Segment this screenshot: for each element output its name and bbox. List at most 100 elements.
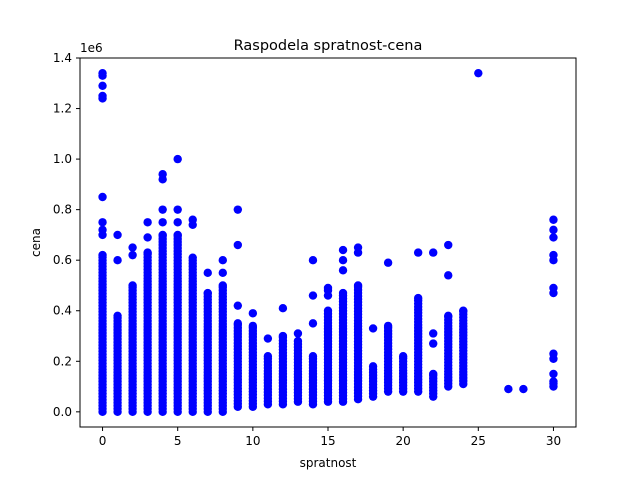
x-tick-label: 25 <box>471 434 486 448</box>
data-point <box>549 283 558 293</box>
data-point <box>173 230 182 240</box>
data-point <box>98 250 107 260</box>
data-point <box>293 329 303 338</box>
x-tick-label: 20 <box>396 434 411 448</box>
data-point <box>549 215 558 224</box>
data-point <box>338 245 348 255</box>
data-point <box>113 311 122 320</box>
data-point <box>158 230 167 240</box>
data-point <box>278 331 288 341</box>
data-point <box>98 225 107 235</box>
data-point <box>413 293 423 303</box>
data-point <box>549 233 558 242</box>
data-point <box>233 319 243 328</box>
data-point <box>353 243 363 252</box>
data-point <box>98 192 107 202</box>
y-tick-label: 1.2 <box>53 102 72 116</box>
y-axis-offset-label: 1e6 <box>80 41 103 55</box>
data-point <box>188 215 197 224</box>
data-point <box>353 281 363 290</box>
data-point <box>429 339 438 348</box>
data-point <box>143 218 152 227</box>
y-axis-ticks: 0.0 0.2 0.4 0.6 0.8 1.0 1.2 1.4 <box>53 51 80 419</box>
data-point <box>218 255 227 265</box>
y-tick-label: 0.2 <box>53 354 72 368</box>
data-point <box>98 81 107 91</box>
data-point <box>203 268 212 278</box>
data-point <box>218 268 227 278</box>
data-point <box>143 248 152 257</box>
data-points <box>98 68 558 417</box>
chart-title: Raspodela spratnost-cena <box>234 38 423 54</box>
data-point <box>549 250 558 260</box>
data-point <box>338 288 348 298</box>
data-point <box>429 329 438 338</box>
y-axis-label: cena <box>29 228 43 257</box>
data-point <box>293 336 303 346</box>
data-point <box>98 218 107 227</box>
data-point <box>549 225 558 235</box>
data-point <box>459 306 468 315</box>
data-point <box>188 253 197 262</box>
data-point <box>323 306 333 315</box>
data-point <box>218 281 227 290</box>
data-point <box>158 205 167 214</box>
data-point <box>158 170 167 179</box>
y-tick-label: 0.0 <box>53 405 72 419</box>
data-point <box>173 154 182 164</box>
data-point <box>429 369 438 379</box>
y-tick-label: 0.4 <box>53 304 72 318</box>
data-point <box>248 321 258 331</box>
x-axis-ticks: 0 5 10 15 20 25 30 <box>99 427 561 448</box>
data-point <box>173 205 182 214</box>
data-point <box>158 218 167 227</box>
x-tick-label: 15 <box>320 434 335 448</box>
data-point <box>308 291 318 300</box>
data-point <box>429 248 438 257</box>
x-tick-label: 10 <box>245 434 260 448</box>
data-point <box>308 319 318 328</box>
data-point <box>233 301 243 310</box>
data-point <box>383 321 393 331</box>
data-point <box>504 384 513 394</box>
data-point <box>474 68 483 78</box>
data-point <box>338 266 348 275</box>
data-point <box>128 250 137 260</box>
data-point <box>263 352 273 361</box>
x-tick-label: 5 <box>174 434 182 448</box>
x-axis-label: spratnost <box>300 456 357 470</box>
data-point <box>203 288 212 298</box>
data-point <box>263 334 273 343</box>
data-point <box>128 243 137 252</box>
data-point <box>233 240 243 250</box>
data-point <box>308 352 318 361</box>
data-point <box>98 91 107 101</box>
plot-area-frame <box>79 57 577 428</box>
data-point <box>444 271 453 280</box>
x-tick-label: 30 <box>546 434 561 448</box>
data-point <box>398 352 408 361</box>
data-point <box>308 255 318 265</box>
data-point <box>368 324 378 333</box>
data-point <box>278 304 288 313</box>
y-tick-label: 0.8 <box>53 203 72 217</box>
data-point <box>444 311 453 320</box>
data-point <box>383 258 393 267</box>
data-point <box>143 233 152 242</box>
data-point <box>173 218 182 227</box>
data-point <box>113 255 122 265</box>
data-point <box>323 283 333 293</box>
data-point <box>413 248 423 257</box>
data-point <box>549 369 558 379</box>
y-tick-label: 1.0 <box>53 152 72 166</box>
data-point <box>98 68 107 78</box>
y-tick-label: 0.6 <box>53 253 72 267</box>
data-point <box>248 309 258 318</box>
data-point <box>338 255 348 265</box>
x-tick-label: 0 <box>99 434 107 448</box>
data-point <box>368 362 378 371</box>
data-point <box>113 230 122 240</box>
data-point <box>444 240 453 250</box>
